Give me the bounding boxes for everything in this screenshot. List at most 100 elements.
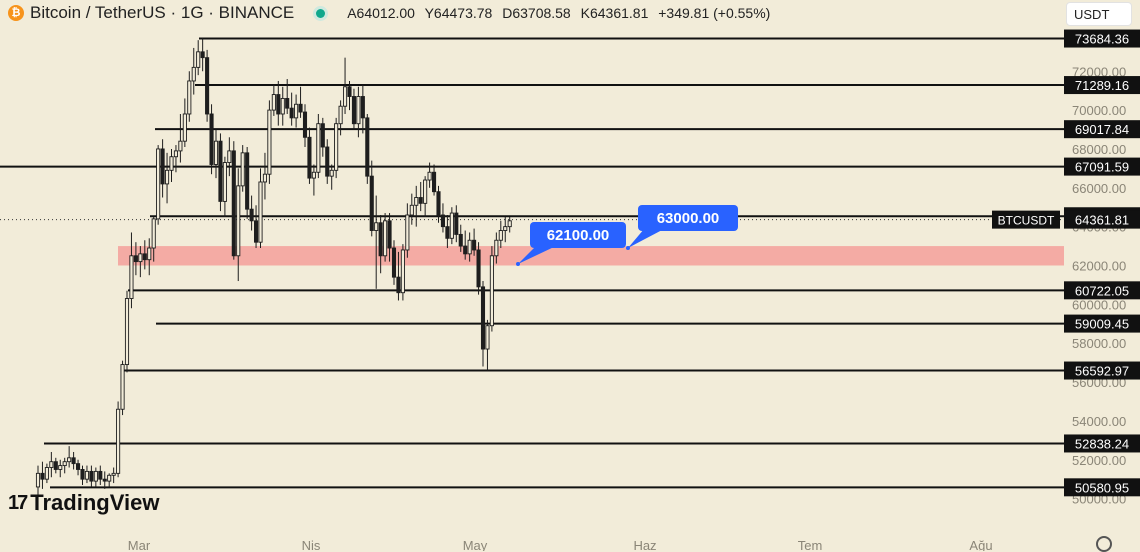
candle-body xyxy=(329,169,334,177)
candle-body xyxy=(80,469,85,480)
candle xyxy=(503,216,508,243)
level-price-box xyxy=(1064,434,1140,453)
candle xyxy=(298,86,303,118)
candle-body xyxy=(98,470,103,480)
candle xyxy=(427,162,432,188)
candle xyxy=(160,139,165,198)
candle-body xyxy=(222,162,227,202)
candle-body xyxy=(267,109,272,175)
candle-body xyxy=(374,222,379,231)
candle-body xyxy=(449,212,454,239)
price-callout[interactable] xyxy=(638,205,738,231)
candle-body xyxy=(360,96,365,119)
candle-body xyxy=(164,169,170,185)
y-tick-label: 66000.00 xyxy=(1072,181,1126,196)
candle xyxy=(445,214,450,249)
y-tick-label: 72000.00 xyxy=(1072,64,1126,79)
candle-body xyxy=(191,66,196,82)
low-value: D63708.58 xyxy=(502,5,571,21)
candle xyxy=(156,145,161,225)
candle xyxy=(280,86,285,126)
live-status-icon xyxy=(316,8,326,18)
candle-body xyxy=(262,173,268,183)
level-price-label: 59009.45 xyxy=(1075,317,1129,332)
candle xyxy=(276,80,281,126)
tradingview-logo: 17 TradingView xyxy=(8,490,159,516)
candle xyxy=(164,152,170,204)
candle-body xyxy=(111,472,116,476)
candle xyxy=(147,238,152,276)
candle xyxy=(489,246,494,332)
candle-body xyxy=(151,218,156,249)
candle xyxy=(405,203,410,258)
candle-body xyxy=(414,197,419,206)
candle xyxy=(111,467,116,484)
candle-body xyxy=(67,457,72,463)
symbol-tag-label: BTCUSDT xyxy=(998,214,1055,228)
candle-body xyxy=(485,325,490,350)
candle xyxy=(311,164,316,196)
candle-body xyxy=(498,230,503,241)
candle-body xyxy=(169,156,174,171)
callout-pointer xyxy=(518,246,556,264)
candle xyxy=(378,214,383,274)
candle xyxy=(494,232,499,264)
symbol-title[interactable]: Bitcoin / TetherUS · 1G · BINANCE xyxy=(30,3,295,22)
candle xyxy=(80,465,85,486)
candle-body xyxy=(320,123,325,148)
candle-body xyxy=(285,97,290,109)
last-price-box xyxy=(1064,210,1140,229)
candle-body xyxy=(423,179,428,204)
candle xyxy=(432,164,437,196)
candle-body xyxy=(445,226,450,239)
candle-body xyxy=(280,97,285,115)
candle xyxy=(294,94,299,128)
y-tick-label: 54000.00 xyxy=(1072,414,1126,429)
ohlc-values: A64012.00 Y64473.78 D63708.58 K64361.81 … xyxy=(347,5,776,21)
candle xyxy=(325,139,330,184)
candle xyxy=(307,127,312,184)
level-price-box xyxy=(1064,157,1140,176)
candle xyxy=(227,137,232,177)
candle xyxy=(169,148,174,182)
candle xyxy=(258,168,263,249)
candle xyxy=(196,40,201,76)
candle xyxy=(133,242,138,276)
candle xyxy=(218,133,223,212)
candle-body xyxy=(147,247,152,261)
symbol-tag-box xyxy=(992,210,1060,229)
level-price-box xyxy=(1064,361,1140,380)
candle xyxy=(231,141,236,260)
candle xyxy=(454,205,459,243)
candle-body xyxy=(89,470,94,482)
candle xyxy=(449,207,454,245)
candle-body xyxy=(218,140,223,202)
candle-body xyxy=(351,96,357,125)
level-price-label: 69017.84 xyxy=(1075,122,1129,137)
level-price-box xyxy=(1064,76,1140,95)
gear-icon[interactable] xyxy=(1096,536,1112,552)
candle-body xyxy=(427,171,432,181)
currency-selector[interactable]: USDT xyxy=(1066,2,1132,26)
y-tick-label: 68000.00 xyxy=(1072,142,1126,157)
candle xyxy=(316,113,321,179)
x-tick-label: Tem xyxy=(798,538,823,551)
candle xyxy=(209,104,214,175)
candle-body xyxy=(84,470,89,480)
candle-body xyxy=(276,94,281,115)
y-tick-label: 70000.00 xyxy=(1072,103,1126,118)
candle xyxy=(387,213,392,262)
price-zone[interactable] xyxy=(118,246,1064,266)
candle-body xyxy=(62,461,67,467)
candle xyxy=(485,319,490,371)
price-callout[interactable] xyxy=(530,222,626,248)
level-price-label: 67091.59 xyxy=(1075,160,1129,175)
level-price-label: 52838.24 xyxy=(1075,436,1129,451)
close-value: K64361.81 xyxy=(580,5,649,21)
candle xyxy=(187,71,192,122)
candle xyxy=(409,193,414,225)
candle-body xyxy=(124,298,130,366)
candle-body xyxy=(58,465,63,470)
candle-body xyxy=(53,461,58,470)
